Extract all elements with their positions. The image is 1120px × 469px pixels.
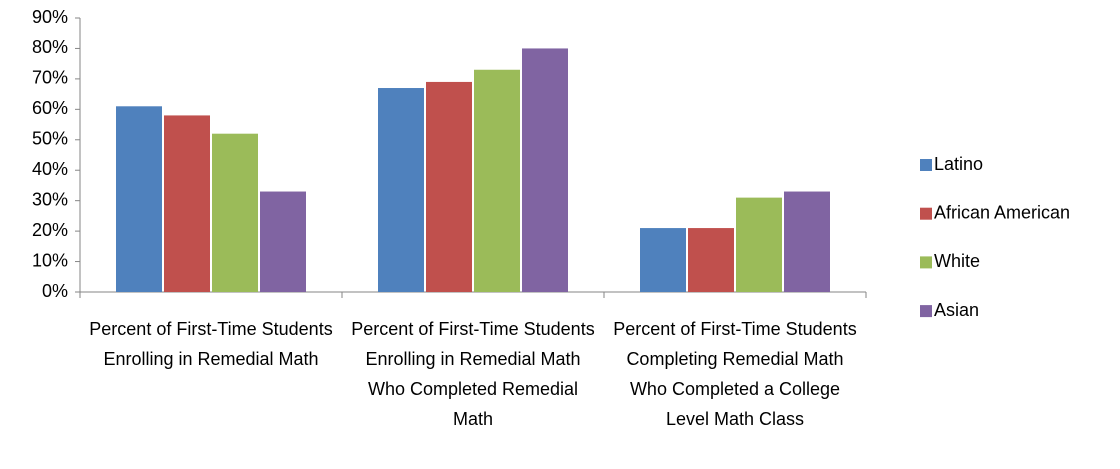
bar bbox=[164, 115, 210, 292]
bar bbox=[212, 133, 258, 292]
legend-label: African American bbox=[934, 202, 1070, 222]
legend-swatch bbox=[920, 207, 932, 220]
bar bbox=[378, 88, 424, 293]
legend-swatch bbox=[920, 256, 932, 269]
y-tick-label: 40% bbox=[32, 159, 68, 179]
y-tick-label: 50% bbox=[32, 129, 68, 149]
x-tick-label: Percent of First-Time Students Enrolling… bbox=[89, 319, 333, 369]
y-tick-label: 0% bbox=[42, 281, 68, 301]
y-tick-label: 80% bbox=[32, 37, 68, 57]
bar bbox=[260, 191, 306, 292]
bar bbox=[522, 48, 568, 292]
y-tick-label: 90% bbox=[32, 7, 68, 27]
bar bbox=[736, 197, 782, 292]
legend-swatch bbox=[920, 159, 932, 171]
legend-swatch bbox=[920, 305, 932, 318]
bar bbox=[640, 228, 686, 292]
legend-label: Latino bbox=[934, 154, 983, 174]
bar bbox=[116, 106, 162, 293]
y-tick-label: 10% bbox=[32, 250, 68, 270]
bar bbox=[784, 191, 830, 292]
x-tick-label: Percent of First-Time Students Enrolling… bbox=[351, 319, 595, 429]
y-tick-label: 70% bbox=[32, 68, 68, 88]
y-tick-label: 60% bbox=[32, 98, 68, 118]
bar bbox=[474, 69, 520, 292]
legend-label: White bbox=[934, 251, 980, 271]
bar bbox=[688, 228, 734, 292]
bar bbox=[426, 81, 472, 292]
legend-label: Asian bbox=[934, 300, 979, 320]
y-tick-label: 30% bbox=[32, 189, 68, 209]
x-tick-label: Percent of First-Time Students Completin… bbox=[613, 319, 857, 429]
y-tick-label: 20% bbox=[32, 220, 68, 240]
